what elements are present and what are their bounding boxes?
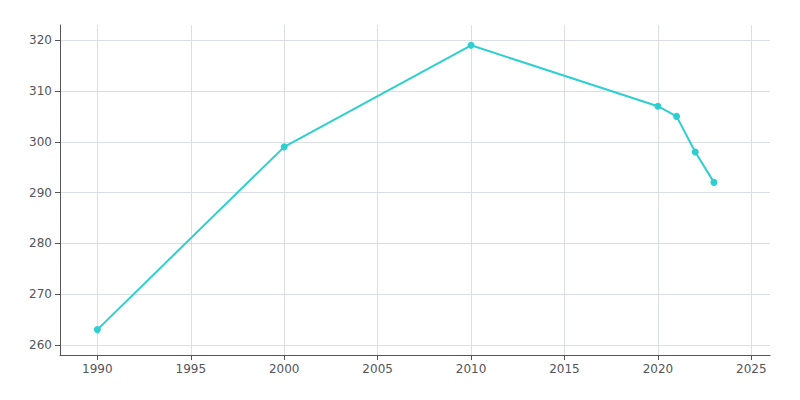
svg-text:280: 280	[29, 236, 52, 250]
svg-text:2010: 2010	[456, 362, 487, 376]
svg-text:2025: 2025	[736, 362, 767, 376]
svg-text:310: 310	[29, 84, 52, 98]
svg-text:320: 320	[29, 33, 52, 47]
svg-text:1990: 1990	[82, 362, 113, 376]
svg-text:2020: 2020	[643, 362, 674, 376]
svg-text:300: 300	[29, 135, 52, 149]
svg-text:270: 270	[29, 287, 52, 301]
svg-text:260: 260	[29, 338, 52, 352]
svg-text:2015: 2015	[549, 362, 580, 376]
svg-text:2005: 2005	[362, 362, 393, 376]
svg-text:1995: 1995	[176, 362, 207, 376]
svg-text:2000: 2000	[269, 362, 300, 376]
svg-text:290: 290	[29, 186, 52, 200]
